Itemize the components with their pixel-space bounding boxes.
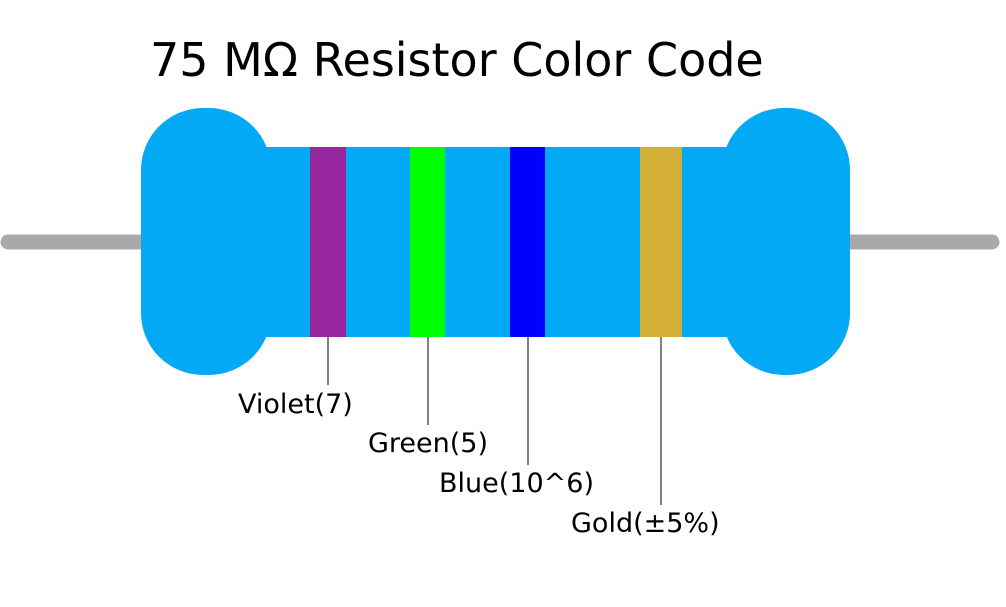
band-gold (640, 147, 682, 337)
band-violet (310, 147, 346, 337)
band-label-violet: Violet(7) (238, 389, 353, 420)
band-blue (510, 147, 545, 337)
band-label-green: Green(5) (368, 428, 489, 459)
resistor-body (141, 108, 850, 375)
band-green (410, 147, 445, 337)
diagram-title: 75 MΩ Resistor Color Code (150, 33, 764, 87)
band-label-gold: Gold(±5%) (571, 508, 720, 539)
band-label-blue: Blue(10^6) (439, 468, 594, 499)
